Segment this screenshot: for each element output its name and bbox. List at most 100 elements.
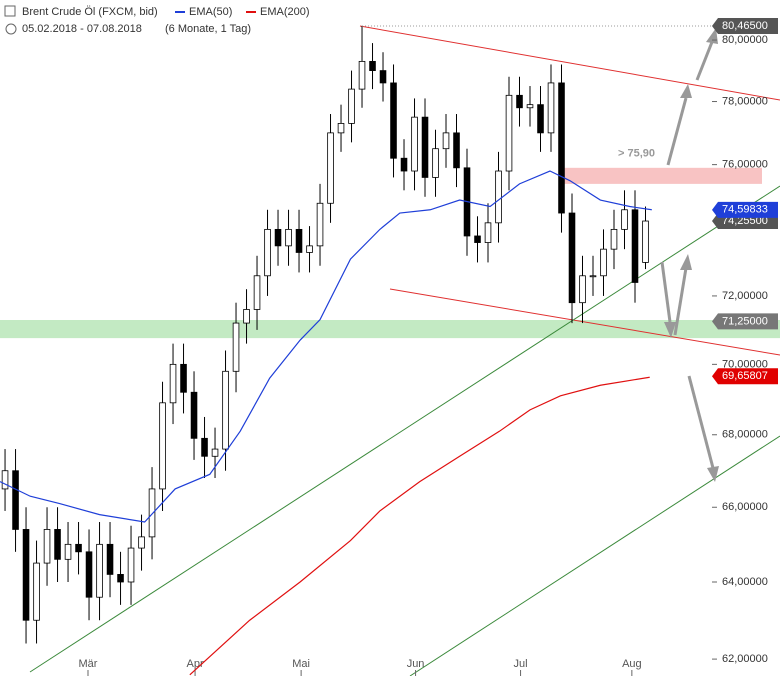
candle-body bbox=[495, 170, 502, 224]
y-tick-label: 80,00000 bbox=[722, 34, 768, 46]
candle-body bbox=[148, 488, 156, 538]
candle-body bbox=[337, 123, 345, 134]
candle-body bbox=[484, 222, 492, 243]
candle-body bbox=[453, 132, 460, 169]
price-label: 74,25500 bbox=[722, 215, 768, 227]
candle-body bbox=[264, 228, 271, 277]
candle-body bbox=[421, 116, 429, 178]
candle-body bbox=[390, 82, 397, 159]
y-tick-label: 66,00000 bbox=[722, 501, 768, 513]
y-tick-label: 62,00000 bbox=[722, 653, 768, 665]
arrow bbox=[687, 375, 715, 469]
candle-body bbox=[505, 94, 513, 172]
candle-body bbox=[243, 309, 250, 324]
price-label-box bbox=[712, 368, 778, 385]
plot: 62,00000 64,00000 66,00000 68,00000 70,00000… bbox=[0, 17, 778, 676]
candle-body bbox=[190, 391, 198, 439]
chart-title: Brent Crude Öl (FXCM, bid) bbox=[22, 6, 158, 18]
price-label-box bbox=[712, 17, 778, 34]
price-label: 69,65807 bbox=[722, 370, 768, 382]
arrow-head bbox=[664, 322, 676, 338]
candle-body bbox=[474, 235, 481, 243]
candle-body bbox=[610, 228, 618, 250]
chart-icon bbox=[4, 5, 16, 17]
arrow-head bbox=[680, 84, 692, 98]
candle-body bbox=[295, 228, 303, 253]
arrow-head bbox=[707, 466, 719, 482]
candle-body bbox=[547, 82, 555, 134]
candle-body bbox=[369, 60, 376, 71]
price-label-box bbox=[712, 313, 778, 330]
candle-body bbox=[159, 402, 166, 490]
trend-line bbox=[359, 25, 780, 101]
candle-body bbox=[558, 82, 565, 214]
price-label: 71,25000 bbox=[722, 315, 768, 327]
arrow bbox=[660, 261, 672, 323]
candle-body bbox=[589, 275, 597, 278]
trend-lines bbox=[29, 25, 780, 676]
candle-body bbox=[568, 212, 576, 304]
zone bbox=[0, 320, 780, 339]
candle-body bbox=[180, 363, 187, 393]
annotation: > 75,90 bbox=[618, 148, 655, 160]
candle-body bbox=[358, 60, 366, 90]
candle-body bbox=[117, 574, 124, 583]
candle-body bbox=[411, 116, 418, 172]
candle-body bbox=[106, 543, 114, 575]
y-tick-label: 70,00000 bbox=[722, 358, 768, 370]
price-label: 74,59833 bbox=[722, 204, 768, 216]
legend-entry: EMA(200) bbox=[260, 6, 310, 18]
candle-body bbox=[432, 148, 439, 178]
zones: > 75,90 bbox=[0, 148, 780, 339]
y-tick-label: 64,00000 bbox=[722, 576, 768, 588]
x-tick-label: Jun bbox=[407, 658, 425, 670]
candle-body bbox=[169, 363, 177, 404]
candle-body bbox=[526, 104, 534, 109]
candle-body bbox=[253, 275, 261, 310]
legend-entry: EMA(50) bbox=[189, 6, 232, 18]
candle-body bbox=[1, 470, 9, 490]
candle-body bbox=[222, 370, 229, 450]
candle-body bbox=[201, 437, 208, 457]
trend-line bbox=[389, 288, 780, 356]
candle-body bbox=[600, 248, 607, 277]
candle-body bbox=[631, 209, 639, 283]
candle-body bbox=[12, 470, 19, 530]
candle-body bbox=[127, 547, 135, 583]
x-tick-label: Mai bbox=[292, 658, 310, 670]
clock-icon bbox=[5, 23, 17, 35]
price-label-box bbox=[712, 201, 778, 218]
candle-body bbox=[579, 275, 586, 304]
trend-line bbox=[409, 435, 780, 676]
candle-body bbox=[274, 228, 282, 247]
candle-body bbox=[400, 157, 408, 172]
candle-body bbox=[43, 529, 51, 564]
chart-subtitle: 05.02.2018 - 07.08.2018 bbox=[22, 23, 142, 35]
candle-body bbox=[232, 322, 240, 372]
arrow bbox=[666, 97, 688, 166]
trend-line bbox=[29, 185, 780, 673]
candle-body bbox=[316, 202, 324, 247]
candle-body bbox=[442, 132, 450, 150]
candle-body bbox=[306, 245, 313, 253]
candle-body bbox=[138, 536, 145, 549]
candle-body bbox=[348, 88, 355, 124]
candle-body bbox=[327, 132, 334, 204]
y-tick-label: 76,00000 bbox=[722, 159, 768, 171]
candle-body bbox=[285, 228, 292, 247]
candle-body bbox=[22, 529, 30, 621]
candle-body bbox=[96, 543, 103, 598]
candle-body bbox=[54, 529, 61, 560]
candle-body bbox=[33, 562, 40, 621]
y-tick-label: 68,00000 bbox=[722, 429, 768, 441]
period: (6 Monate, 1 Tag) bbox=[165, 23, 251, 35]
arrow bbox=[695, 41, 714, 81]
candle-body bbox=[379, 70, 387, 84]
candle-body bbox=[642, 220, 649, 263]
x-tick-label: Aug bbox=[622, 658, 642, 670]
candle-body bbox=[621, 209, 628, 230]
arrow bbox=[673, 267, 688, 336]
ema-line bbox=[0, 170, 652, 523]
candle-body bbox=[537, 104, 544, 134]
